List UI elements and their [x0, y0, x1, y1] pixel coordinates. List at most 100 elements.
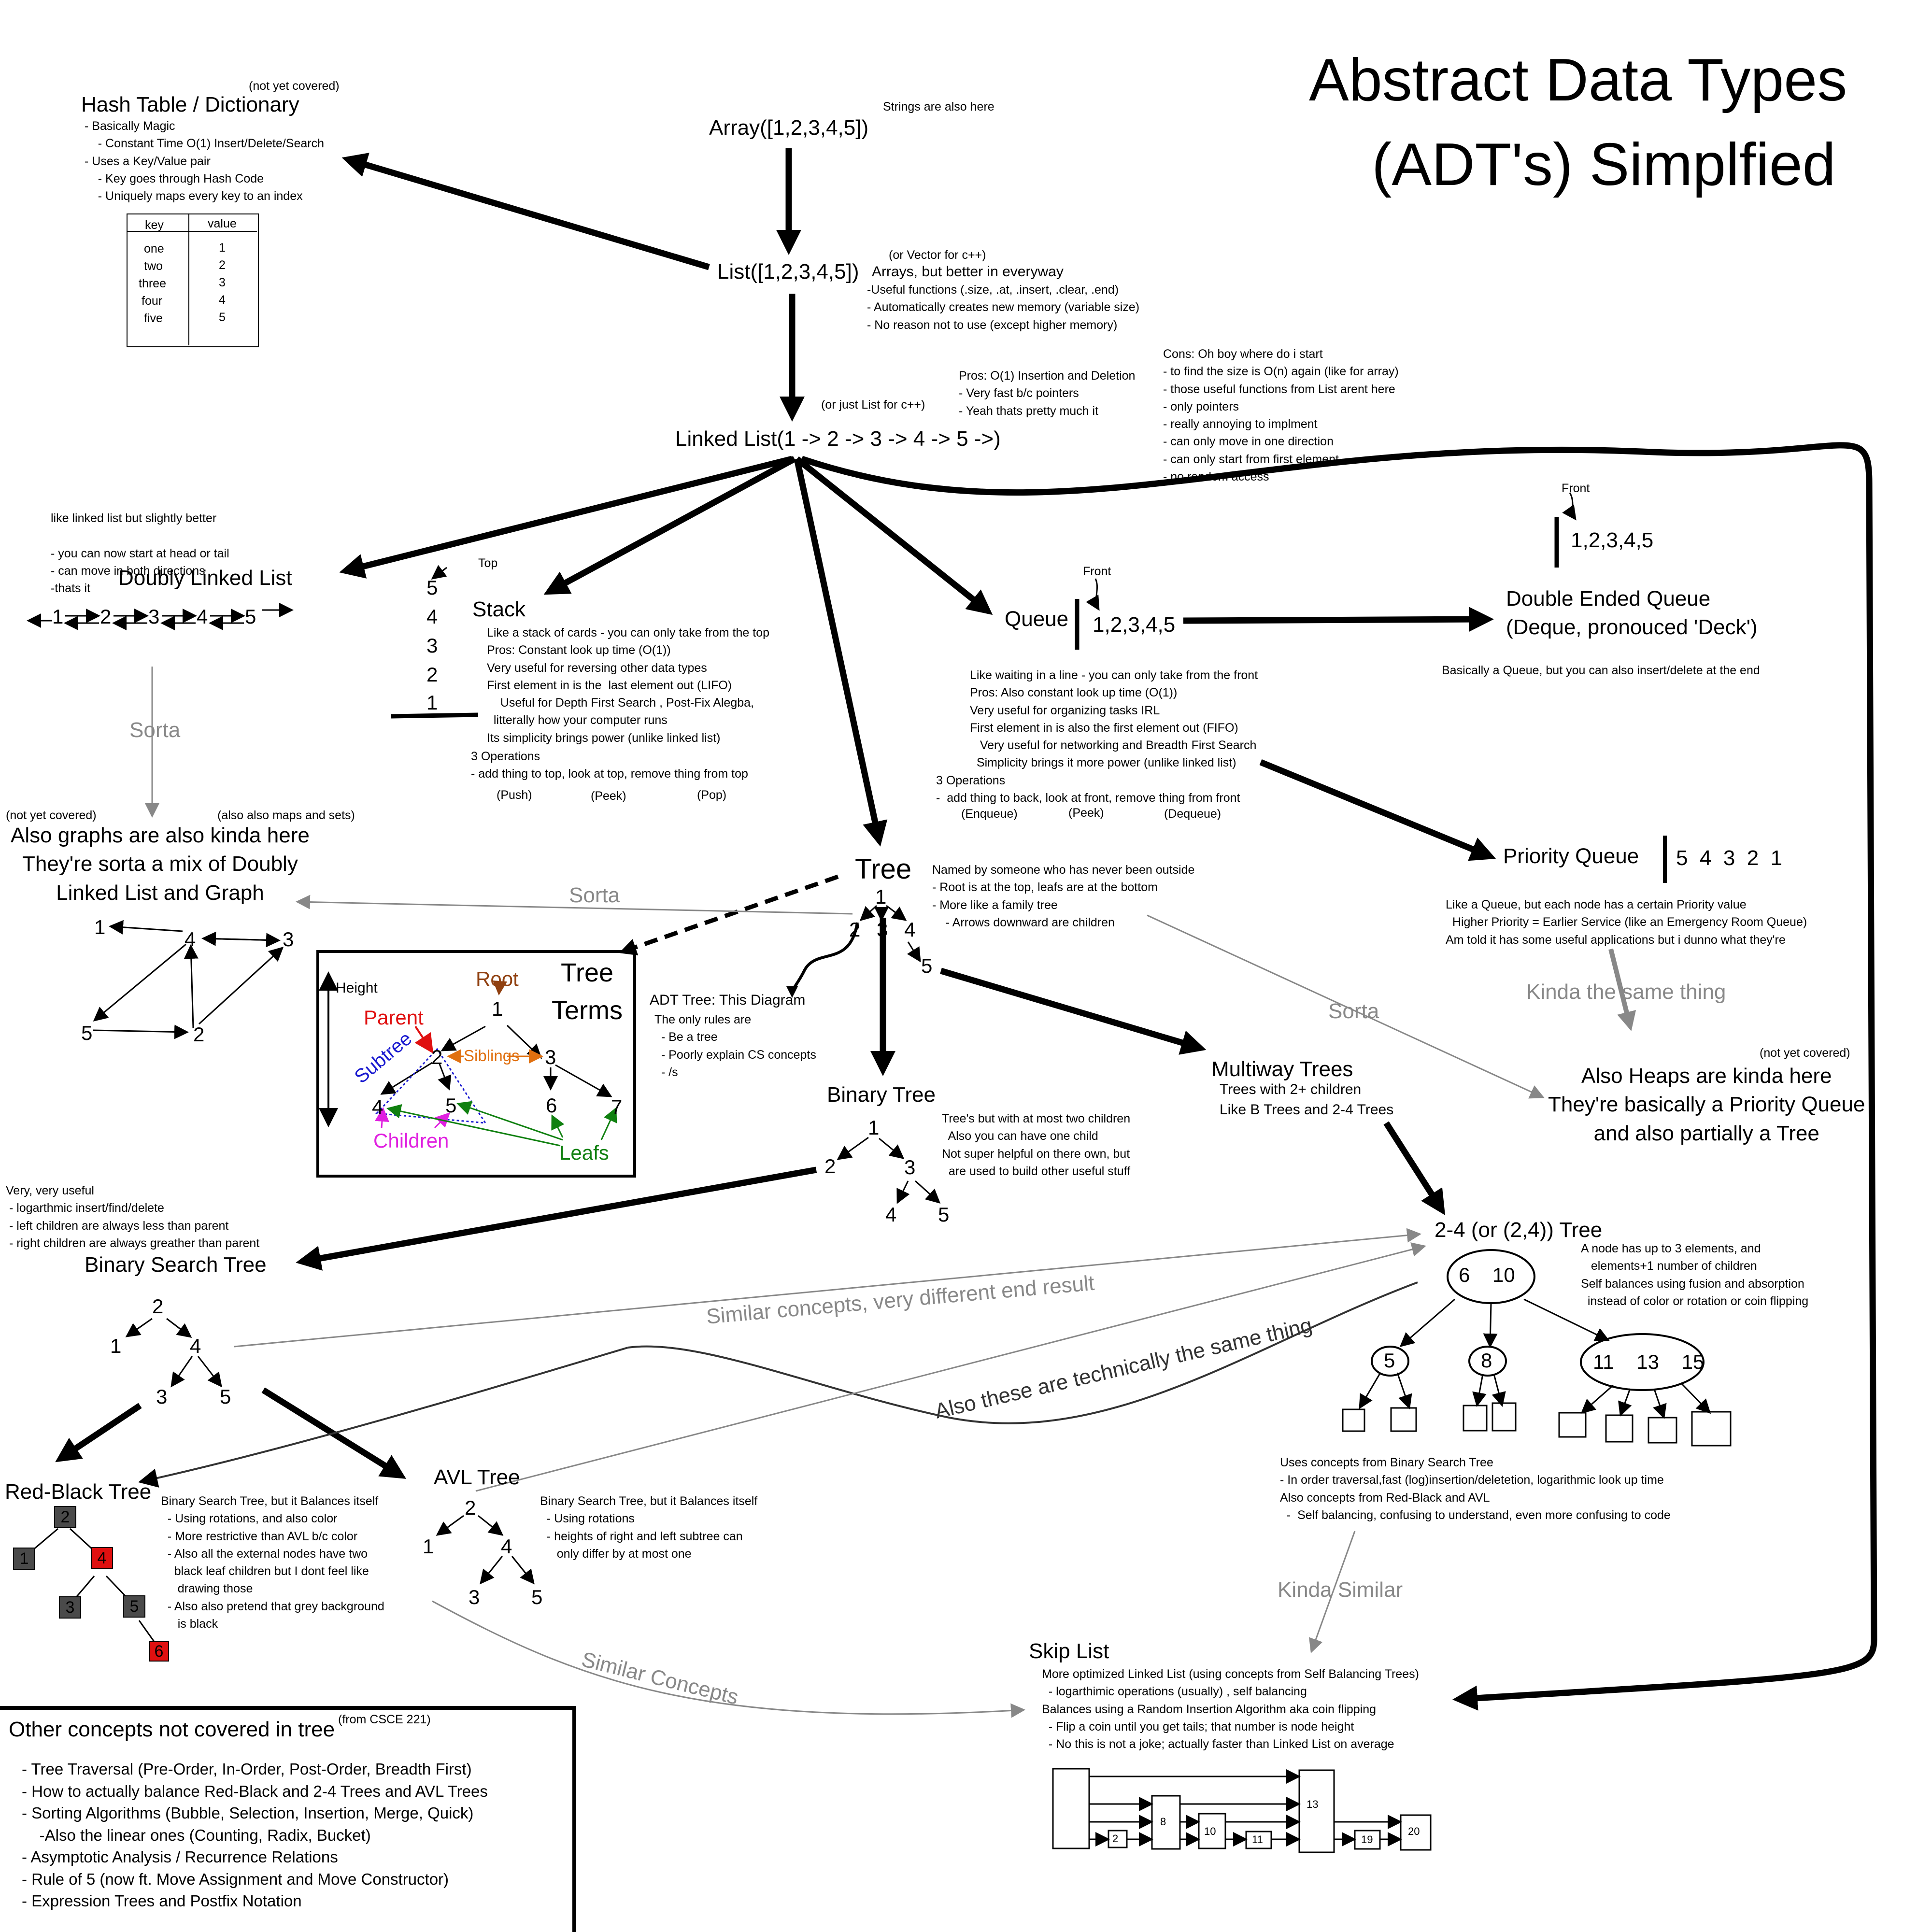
t24-left-key: 5 [1384, 1349, 1395, 1372]
linked-pros: Pros: O(1) Insertion and Deletion - Very… [959, 369, 1136, 418]
skip-node: 8 [1160, 1816, 1166, 1828]
graphs-note-right: (also also maps and sets) [217, 809, 355, 822]
t24-side: A node has up to 3 elements, and element… [1581, 1242, 1809, 1308]
t24-title: 2-4 (or (2,4)) Tree [1435, 1218, 1603, 1242]
avl-node: 4 [501, 1535, 512, 1558]
queue-title: Queue [1005, 607, 1069, 631]
graph-node: 4 [185, 928, 196, 951]
list-note: (or Vector for c++) [889, 248, 986, 262]
tree-node: 1 [875, 885, 887, 908]
hash-value: 4 [219, 293, 226, 307]
avl-desc: Binary Search Tree, but it Balances itse… [540, 1494, 758, 1561]
skip-node: 10 [1204, 1825, 1216, 1837]
rbt-node-red: 6 [149, 1641, 169, 1662]
rbt-node-black: 2 [54, 1506, 76, 1528]
arrow-tree-graphs [296, 895, 853, 915]
arrow-24-skip [1309, 1531, 1356, 1653]
arrow-squiggle [786, 922, 859, 998]
list-desc: Arrays, but better in everyway [872, 264, 1064, 280]
arrow-bst-rbt [55, 1403, 142, 1463]
binary-node: 1 [868, 1116, 880, 1139]
queue-enqueue: (Enqueue) [961, 807, 1018, 821]
bst-desc: Very, very useful - logarthmic insert/fi… [6, 1184, 260, 1250]
tree-node: 5 [921, 954, 933, 977]
arrow-linked-dll [339, 455, 793, 579]
hash-col-line [188, 213, 189, 345]
terms-node: 5 [445, 1094, 457, 1117]
tree-node: 3 [877, 918, 888, 941]
skip-node: 20 [1408, 1825, 1420, 1837]
dll-node: 2 [100, 605, 112, 628]
dll-node: 1 [52, 605, 64, 628]
avl-node: 2 [465, 1496, 476, 1519]
hash-desc: - Basically Magic - Constant Time O(1) I… [85, 119, 325, 203]
arrow-queue-pq [1259, 759, 1496, 861]
graph-node: 3 [283, 928, 294, 951]
hash-title: Hash Table / Dictionary [81, 93, 299, 116]
stack-push: (Push) [497, 788, 532, 802]
linked-note: (or just List for c++) [821, 398, 925, 412]
arrow-multiway-24 [1383, 1121, 1445, 1215]
terms-node: 1 [492, 997, 503, 1020]
other-items: - Tree Traversal (Pre-Order, In-Order, P… [22, 1760, 488, 1910]
binary-title: Binary Tree [827, 1083, 936, 1107]
multiway-title: Multiway Trees [1211, 1057, 1353, 1081]
title-line2: (ADT's) Simplfied [1372, 131, 1836, 198]
terms-node: 3 [545, 1046, 556, 1068]
skip-node: 13 [1307, 1798, 1319, 1810]
t24-right-keys: 11 13 15 [1593, 1350, 1705, 1373]
label-kinda-similar: Kinda Similar [1278, 1578, 1403, 1602]
pq-kinda: Kinda the same thing [1526, 980, 1726, 1004]
bst-title: Binary Search Tree [85, 1253, 267, 1277]
rbt-title: Red-Black Tree [5, 1480, 152, 1504]
hash-value: 3 [219, 276, 226, 289]
terms-node: 2 [431, 1046, 443, 1068]
deque-front-label: Front [1562, 482, 1590, 495]
array-note: Strings are also here [883, 100, 994, 114]
rbt-desc: Binary Search Tree, but it Balances itse… [161, 1494, 384, 1631]
list-details: -Useful functions (.size, .at, .insert, … [867, 283, 1140, 332]
graph-node: 5 [81, 1022, 93, 1044]
array-title: Array([1,2,3,4,5]) [709, 116, 869, 140]
heaps-note: (not yet covered) [1760, 1046, 1850, 1060]
stack-item: 2 [426, 663, 438, 686]
tree-sorta-left: Sorta [569, 883, 620, 907]
dll-desc: like linked list but slightly better - y… [51, 511, 229, 595]
tree-node: 2 [849, 918, 861, 941]
dll-node: 5 [245, 605, 256, 628]
hash-key-header: key [145, 218, 164, 232]
title-line1: Abstract Data Types [1309, 47, 1847, 114]
arrow-pq-heaps [1608, 948, 1636, 1031]
stack-item: 4 [426, 605, 438, 628]
multiway-desc: Trees with 2+ children Like B Trees and … [1220, 1081, 1394, 1118]
t24-mid-key: 8 [1481, 1349, 1492, 1372]
tree-title: Tree [855, 853, 912, 885]
tree-terms-box [316, 950, 636, 1178]
hash-table-frame [127, 213, 259, 347]
terms-parent: Parent [364, 1006, 424, 1029]
hash-key: one [144, 242, 164, 256]
arrow-list-hash [341, 153, 710, 270]
arrow-binary-bst [296, 1166, 817, 1271]
arrow-tree-terms [619, 874, 839, 956]
terms-siblings: Siblings [464, 1047, 520, 1065]
stack-top-label: Top [478, 556, 498, 570]
skip-node: 19 [1361, 1833, 1373, 1846]
graphs-note-left: (not yet covered) [6, 809, 97, 822]
tree-node: 4 [904, 918, 916, 941]
skip-desc: More optimized Linked List (using concep… [1042, 1667, 1419, 1751]
skip-title: Skip List [1029, 1639, 1109, 1663]
pq-items: 5 4 3 2 1 [1676, 846, 1783, 870]
binary-desc: Tree's but with at most two children Als… [942, 1112, 1131, 1178]
tree-desc: Named by someone who has never been outs… [932, 863, 1195, 929]
rbt-node-red: 4 [91, 1547, 113, 1569]
dll-title: Doubly Linked List [118, 566, 292, 590]
arrow-tree-multiway [940, 967, 1207, 1055]
deque-title: Double Ended Queue (Deque, pronouced 'De… [1506, 587, 1758, 639]
arrow-avl-24 [475, 1242, 1426, 1492]
other-note: (from CSCE 221) [338, 1713, 431, 1726]
skip-node: 11 [1252, 1833, 1263, 1846]
queue-desc: Like waiting in a line - you can only ta… [970, 668, 1258, 770]
linked-title: Linked List(1 -> 2 -> 3 -> 4 -> 5 ->) [675, 427, 1001, 451]
